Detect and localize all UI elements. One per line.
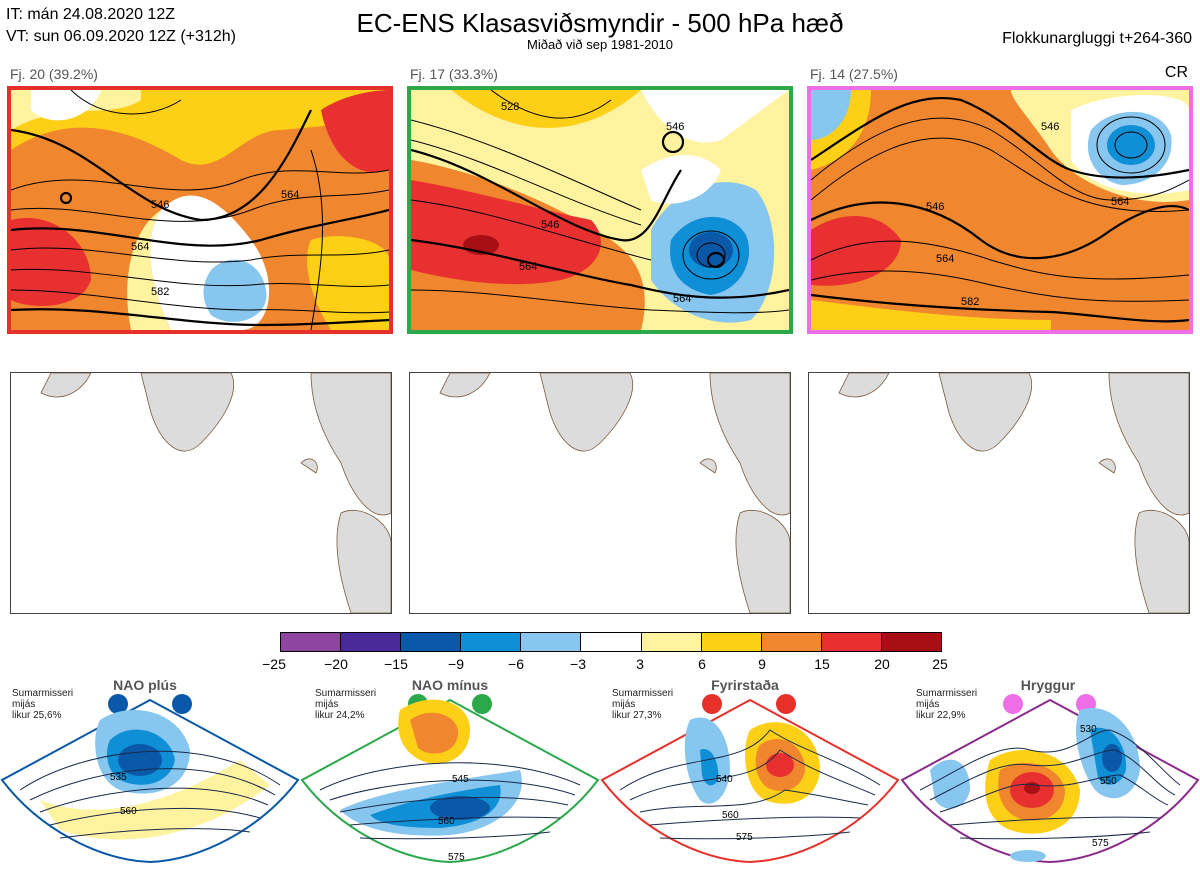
svg-text:564: 564 bbox=[519, 261, 537, 273]
colorbar-tick: −6 bbox=[508, 656, 524, 672]
regime-info-line: likur 27,3% bbox=[612, 710, 662, 721]
regime-info-line: Sumarmisseri bbox=[12, 688, 74, 699]
anomaly-colorbar bbox=[280, 632, 942, 652]
svg-text:528: 528 bbox=[501, 101, 519, 113]
colorbar-swatch bbox=[821, 633, 882, 651]
init-time-block: IT: mán 24.08.2020 12Z VT: sun 06.09.202… bbox=[6, 4, 236, 48]
cluster-3-map: 546 564 582 546 564 bbox=[807, 86, 1193, 334]
cluster-1-label: Fj. 20 (39.2%) bbox=[10, 66, 98, 82]
colorbar-swatch bbox=[401, 633, 462, 651]
regime-4-title: Hryggur bbox=[1020, 677, 1076, 693]
colorbar-swatch bbox=[701, 633, 762, 651]
regime-3-contour: 560 bbox=[722, 810, 739, 821]
regime-4-contour: 550 bbox=[1100, 776, 1117, 787]
classification-window: Flokkunargluggi t+264-360 bbox=[1002, 30, 1192, 47]
regime-1-title: NAO plús bbox=[113, 677, 177, 693]
regime-2-title: NAO mínus bbox=[411, 677, 489, 693]
regime-4-contour: 575 bbox=[1092, 838, 1109, 849]
colorbar-swatch bbox=[881, 633, 942, 651]
svg-text:546: 546 bbox=[666, 121, 684, 133]
svg-text:564: 564 bbox=[936, 253, 954, 265]
regime-2-map: 545 560 575 bbox=[300, 698, 600, 864]
regime-1-contour: 535 bbox=[110, 772, 127, 783]
regime-3-map: 540 560 575 bbox=[600, 698, 900, 864]
page-title: EC-ENS Klasasviðsmyndir - 500 hPa hæð bbox=[356, 8, 844, 38]
regime-2-contour: 575 bbox=[448, 852, 465, 863]
regime-2-contour: 545 bbox=[452, 774, 469, 785]
regime-info-line: Sumarmisseri bbox=[612, 688, 674, 699]
lower-map-2 bbox=[409, 372, 791, 614]
svg-text:564: 564 bbox=[131, 241, 149, 253]
regime-4-dot bbox=[1003, 694, 1023, 714]
regime-3-info: Sumarmisseri mijás likur 27,3% bbox=[612, 688, 673, 721]
colorbar-tick: −9 bbox=[448, 656, 464, 672]
cluster-2-label: Fj. 17 (33.3%) bbox=[410, 66, 498, 82]
svg-text:564: 564 bbox=[281, 189, 299, 201]
regime-2-info: Sumarmisseri mijás likur 24,2% bbox=[315, 688, 376, 721]
colorbar-tick: 25 bbox=[932, 656, 948, 672]
cluster-1-map: 546 564 582 564 bbox=[7, 86, 393, 334]
regime-1-map: 535 560 bbox=[0, 698, 300, 864]
regime-info-line: likur 25,6% bbox=[12, 710, 62, 721]
regime-4-info: Sumarmisseri mijás likur 22,9% bbox=[916, 688, 977, 721]
colorbar-tick: −15 bbox=[384, 656, 408, 672]
colorbar-swatch bbox=[281, 633, 342, 651]
regime-3-contour: 575 bbox=[736, 832, 753, 843]
colorbar-swatch bbox=[581, 633, 642, 651]
regime-info-line: mijás bbox=[916, 699, 940, 710]
regime-1-info: Sumarmisseri mijás likur 25,6% bbox=[12, 688, 73, 721]
regime-info-line: Sumarmisseri bbox=[916, 688, 978, 699]
regime-3-dot bbox=[776, 694, 796, 714]
regime-1-dot bbox=[108, 694, 128, 714]
svg-text:582: 582 bbox=[151, 286, 169, 298]
cluster-3-label: Fj. 14 (27.5%) bbox=[810, 66, 898, 82]
regime-1-contour: 560 bbox=[120, 806, 137, 817]
init-time: IT: mán 24.08.2020 12Z bbox=[6, 6, 175, 23]
regime-info-line: mijás bbox=[315, 699, 339, 710]
regime-4-map: 530 550 575 bbox=[900, 698, 1200, 864]
colorbar-swatch bbox=[341, 633, 402, 651]
regime-2-contour: 560 bbox=[438, 816, 455, 827]
colorbar-swatch bbox=[761, 633, 822, 651]
svg-text:546: 546 bbox=[151, 199, 169, 211]
lower-map-3 bbox=[808, 372, 1190, 614]
svg-text:564: 564 bbox=[673, 293, 691, 305]
svg-text:546: 546 bbox=[1041, 121, 1059, 133]
colorbar-tick: 15 bbox=[814, 656, 830, 672]
svg-text:546: 546 bbox=[541, 219, 559, 231]
colorbar-swatch bbox=[641, 633, 702, 651]
colorbar-tick: 9 bbox=[758, 656, 766, 672]
regime-info-line: likur 22,9% bbox=[916, 710, 966, 721]
colorbar-tick: −25 bbox=[262, 656, 286, 672]
regime-2-dot bbox=[472, 694, 492, 714]
regime-3-title: Fyrirstaða bbox=[711, 677, 779, 693]
regime-info-line: likur 24,2% bbox=[315, 710, 365, 721]
svg-text:546: 546 bbox=[926, 201, 944, 213]
regime-info-line: mijás bbox=[12, 699, 36, 710]
cluster-2-map: 546 564 546 564 528 bbox=[407, 86, 793, 334]
colorbar-swatch bbox=[461, 633, 522, 651]
regime-3-contour: 540 bbox=[716, 774, 733, 785]
cr-label: CR bbox=[1164, 64, 1188, 81]
regime-info-line: mijás bbox=[612, 699, 636, 710]
regime-1-dot bbox=[172, 694, 192, 714]
colorbar-swatch bbox=[521, 633, 582, 651]
colorbar-tick: 20 bbox=[874, 656, 890, 672]
regime-info-line: Sumarmisseri bbox=[315, 688, 377, 699]
svg-text:564: 564 bbox=[1111, 196, 1129, 208]
valid-time: VT: sun 06.09.2020 12Z (+312h) bbox=[6, 28, 236, 45]
regime-4-contour: 530 bbox=[1080, 724, 1097, 735]
colorbar-tick: 3 bbox=[636, 656, 644, 672]
svg-text:582: 582 bbox=[961, 296, 979, 308]
page-subtitle: Miðað við sep 1981-2010 bbox=[527, 37, 673, 52]
colorbar-tick: 6 bbox=[698, 656, 706, 672]
colorbar-tick: −3 bbox=[570, 656, 586, 672]
colorbar-tick: −20 bbox=[324, 656, 348, 672]
lower-map-1 bbox=[10, 372, 392, 614]
regime-3-dot bbox=[702, 694, 722, 714]
